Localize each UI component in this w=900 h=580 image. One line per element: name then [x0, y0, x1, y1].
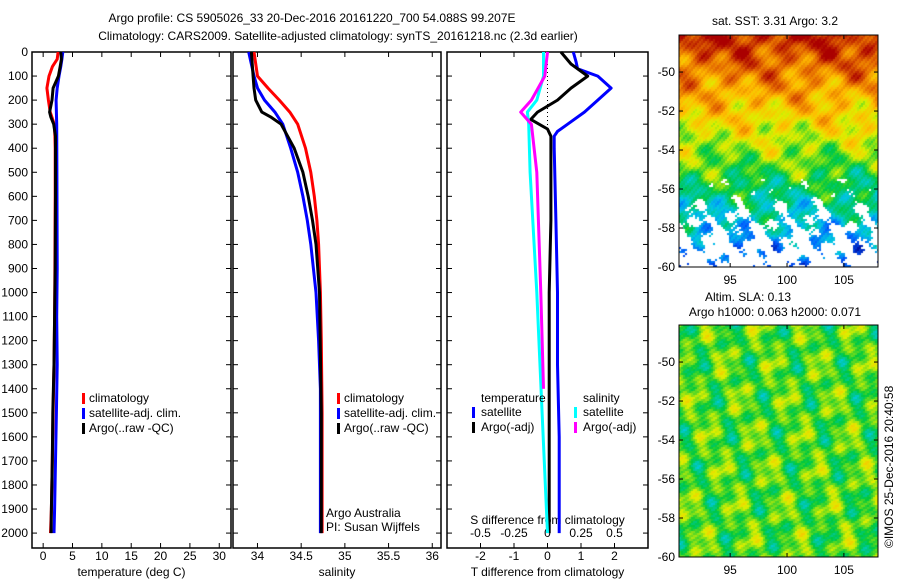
legend-swatch	[472, 422, 475, 433]
y-tick-label: 2000	[1, 526, 28, 540]
x-tick-label: 20	[154, 549, 168, 563]
y-tick-label: 0	[21, 45, 28, 59]
figure-title-line2: Climatology: CARS2009. Satellite-adjuste…	[98, 29, 578, 43]
legend-label: Argo(-adj)	[583, 420, 636, 434]
x-tick-label: 0	[40, 549, 47, 563]
annotation-text: PI: Susan Wijffels	[326, 520, 420, 534]
plot-frame	[31, 51, 232, 549]
y-tick-label: 1700	[1, 454, 28, 468]
x-tick-label: 34.5	[289, 549, 313, 563]
series-satellite-adj-clim-	[247, 51, 322, 534]
legend-swatch	[337, 393, 340, 404]
y-tick-label: 1400	[1, 382, 28, 396]
figure-title-line1: Argo profile: CS 5905026_33 20-Dec-2016 …	[109, 11, 516, 25]
legend-title-salinity: salinity	[583, 391, 620, 405]
y-tick-label: 1000	[1, 286, 28, 300]
legend-title-temperature: temperature	[481, 391, 546, 405]
series-temperature-satellite	[552, 51, 613, 534]
timestamp-credit: ©IMOS 25-Dec-2016 20:40:58	[882, 385, 896, 548]
legend-swatch	[337, 423, 340, 434]
panel-temperature: 0100200300400500600700800900100011001200…	[1, 45, 232, 579]
y-tick-label: 1300	[1, 358, 28, 372]
x2-tick-label: 0.25	[569, 526, 593, 540]
x2-tick-label: -0.25	[500, 526, 528, 540]
x-axis-label: T difference from climatology	[471, 565, 625, 579]
x-tick-label: 1	[578, 549, 585, 563]
legend-swatch	[82, 408, 85, 419]
legend-label: satellite	[481, 405, 522, 419]
y-tick-label: 900	[8, 261, 28, 275]
plot-frame	[446, 51, 649, 549]
legend-swatch	[82, 393, 85, 404]
plot-frame	[232, 51, 442, 549]
x-tick-label: 36	[426, 549, 440, 563]
x-axis-label: salinity	[319, 565, 356, 579]
legend-swatch	[574, 422, 577, 433]
x-tick-label: 34	[251, 549, 265, 563]
legend-swatch	[82, 423, 85, 434]
x-tick-label: 5	[69, 549, 76, 563]
series-climatology	[252, 51, 324, 534]
legend-swatch	[472, 407, 475, 418]
x-tick-label: -1	[509, 549, 520, 563]
y-tick-label: 300	[8, 117, 28, 131]
legend-label: Argo(..raw -QC)	[89, 421, 174, 435]
x-axis-label: temperature (deg C)	[77, 565, 185, 579]
y-tick-label: 1800	[1, 478, 28, 492]
legend-label: satellite-adj. clim.	[344, 406, 436, 420]
legend-label: climatology	[344, 391, 404, 405]
legend-label: Argo(-adj)	[481, 420, 534, 434]
y-tick-label: 100	[8, 69, 28, 83]
x-tick-label: 30	[213, 549, 227, 563]
y-tick-label: 800	[8, 237, 28, 251]
legend-label: satellite-adj. clim.	[89, 406, 181, 420]
y-tick-label: 1900	[1, 502, 28, 516]
series-argo-raw-qc-	[48, 51, 63, 534]
series-temperature-argo-adj-	[529, 51, 590, 534]
y-tick-label: 1500	[1, 406, 28, 420]
panel-differences: -2 -1 0 1 2 T difference from climatology -0.5…	[446, 51, 649, 579]
y-tick-label: 600	[8, 189, 28, 203]
x-tick-label: -2	[475, 549, 486, 563]
legend-label: Argo(..raw -QC)	[344, 421, 429, 435]
x2-tick-label: -0.5	[470, 526, 491, 540]
x-tick-label: 2	[611, 549, 618, 563]
sst-map-image	[679, 35, 878, 267]
legend-label: climatology	[89, 391, 149, 405]
x-tick-label: 15	[125, 549, 139, 563]
legend-label: satellite	[583, 405, 624, 419]
annotation-text: Argo Australia	[326, 506, 401, 520]
sla-map-image	[679, 325, 878, 557]
x2-tick-label: 0.5	[606, 526, 623, 540]
y-tick-label: 1200	[1, 334, 28, 348]
legend-swatch	[574, 407, 577, 418]
legend-swatch	[337, 408, 340, 419]
y-tick-label: 500	[8, 165, 28, 179]
x-tick-label: 35.5	[377, 549, 401, 563]
x-tick-label: 0	[544, 549, 551, 563]
series-salinity-argo-adj-	[519, 51, 549, 389]
y-tick-label: 1600	[1, 430, 28, 444]
y-tick-label: 1100	[2, 310, 28, 324]
series-argo-raw-qc-	[249, 51, 323, 534]
x-tick-label: 25	[183, 549, 197, 563]
y-tick-label: 200	[8, 93, 28, 107]
x-tick-label: 10	[95, 549, 109, 563]
panel-salinity: 34 34.5 35 35.5 36 salinity climatologysatelli…	[232, 51, 442, 579]
x-tick-label: 35	[338, 549, 352, 563]
y-tick-label: 400	[8, 141, 28, 155]
y-tick-label: 700	[8, 213, 28, 227]
